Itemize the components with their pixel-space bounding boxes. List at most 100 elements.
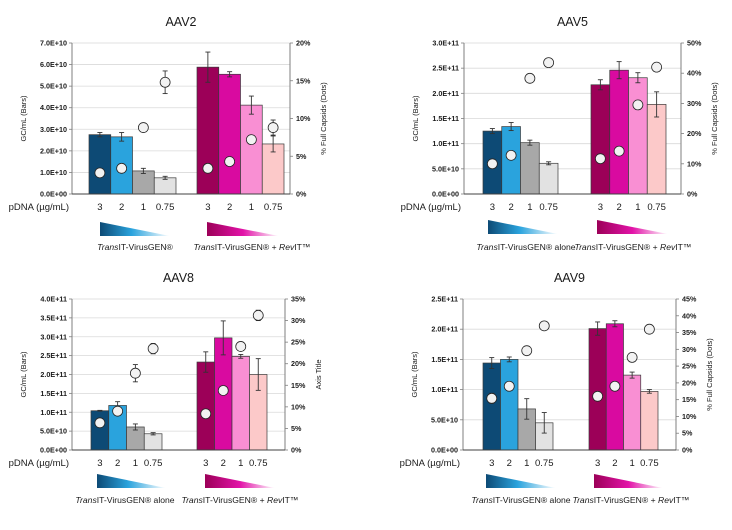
y2-axis-title: % Full Capsids (Dots) (319, 82, 328, 155)
bar (590, 84, 611, 195)
dose-gradient-triangle (207, 222, 279, 236)
x-category-label: 3 (489, 458, 494, 469)
bar (482, 362, 501, 451)
legend-text-part: IT™ (675, 242, 691, 252)
x-category-label: 3 (97, 202, 102, 213)
legend-text-part: IT-VirusGEN® (118, 242, 173, 252)
legend-italic-part: Trans (193, 242, 215, 252)
x-category-label: 1 (141, 202, 146, 213)
full-capsid-dot (252, 309, 264, 321)
legend-text-part: IT-VirusGEN® + (596, 242, 660, 252)
y2-tick-label: 20% (296, 39, 311, 48)
legend-italic-part: Rev (267, 495, 283, 505)
x-category-label: 2 (221, 458, 226, 469)
bar (218, 73, 241, 195)
y2-tick-label: 10% (291, 402, 306, 411)
bar (231, 356, 250, 451)
group-legend-label: TransIT-VirusGEN® alone (75, 495, 174, 505)
bar (628, 77, 648, 195)
legend-italic-part: Trans (572, 495, 594, 505)
y-tick-label: 3.0E+11 (40, 332, 67, 341)
x-category-label: 1 (635, 202, 640, 213)
x-category-label: 2 (115, 458, 120, 469)
bar-group-transit-revit: 3 2 1 0.75 TransIT-VirusGEN® + RevIT™ (193, 51, 311, 252)
y-tick-label: 2.0E+10 (40, 146, 67, 155)
y2-tick-label: 35% (682, 328, 697, 337)
y2-tick-label: 20% (687, 129, 702, 138)
full-capsid-dot (159, 76, 171, 88)
y-tick-label: 2.0E+11 (432, 89, 459, 98)
legend-text-part: IT-VirusGEN® + (594, 495, 658, 505)
bar (640, 391, 659, 451)
y2-tick-label: 15% (296, 76, 311, 85)
x-category-label: 2 (227, 202, 232, 213)
full-capsid-dot (137, 122, 149, 133)
y-tick-label: 1.0E+11 (431, 385, 458, 394)
y2-tick-label: 0% (291, 446, 302, 455)
y-axis-title: GC/mL (Bars) (410, 351, 419, 397)
x-category-label: 3 (598, 202, 603, 213)
y-tick-label: 1.0E+11 (40, 408, 67, 417)
x-category-label: 1 (249, 202, 254, 213)
y-tick-label: 6.0E+10 (40, 60, 67, 69)
full-capsid-dot (643, 323, 655, 335)
full-capsid-dot (521, 345, 533, 357)
group-legend-label: TransIT-VirusGEN® alone (476, 242, 575, 252)
bar (623, 374, 642, 451)
bar (132, 170, 155, 195)
x-axis-title: pDNA (µg/mL) (401, 202, 461, 213)
x-category-label: 0.75 (144, 458, 163, 469)
x-category-label: 0.75 (647, 202, 666, 213)
group-legend-label: TransIT-VirusGEN® + RevIT™ (181, 495, 298, 505)
x-category-label: 0.75 (640, 458, 659, 469)
chart-title: AAV2 (165, 15, 196, 29)
dose-gradient-triangle (488, 220, 558, 234)
y-tick-label: 3.5E+11 (40, 313, 67, 322)
bar (500, 359, 519, 451)
y2-tick-label: 20% (682, 378, 697, 387)
full-capsid-dot (505, 149, 517, 161)
group-legend-label: TransIT-VirusGEN® + RevIT™ (572, 495, 689, 505)
full-capsid-dot (524, 72, 536, 84)
legend-text-part: IT-VirusGEN® + (203, 495, 267, 505)
dose-gradient-triangle (486, 474, 556, 488)
y2-axis-title: Axis Title (314, 359, 323, 389)
legend-italic-part: Rev (279, 242, 295, 252)
bar (153, 177, 177, 195)
y-tick-label: 1.5E+11 (40, 389, 67, 398)
y2-axis-title: % Full Capsids (Dots) (710, 82, 719, 155)
y2-tick-label: 30% (687, 99, 702, 108)
bar (609, 69, 629, 195)
y2-tick-label: 5% (682, 429, 693, 438)
y-tick-label: 3.0E+10 (40, 125, 67, 134)
full-capsid-dot (609, 380, 621, 392)
x-category-label: 1 (629, 458, 634, 469)
bar-group-transit-revit: 3 2 1 0.75 TransIT-VirusGEN® + RevIT™ (572, 320, 690, 505)
y2-tick-label: 5% (296, 152, 307, 161)
full-capsid-dot (543, 57, 555, 69)
x-category-label: 0.75 (156, 202, 175, 213)
x-category-label: 3 (205, 202, 210, 213)
legend-italic-part: Trans (471, 495, 493, 505)
y2-tick-label: 30% (682, 345, 697, 354)
bar (240, 104, 263, 195)
y-tick-label: 1.5E+11 (432, 114, 459, 123)
full-capsid-dot (486, 158, 498, 170)
bar (88, 134, 112, 195)
x-category-label: 3 (97, 458, 102, 469)
y2-tick-label: 25% (682, 362, 697, 371)
full-capsid-dot (235, 341, 247, 352)
y2-tick-label: 5% (291, 424, 302, 433)
y-tick-label: 2.5E+11 (432, 64, 459, 73)
x-category-label: 3 (203, 458, 208, 469)
y-tick-label: 4.0E+11 (40, 295, 67, 304)
x-category-label: 0.75 (249, 458, 268, 469)
y-tick-label: 2.0E+11 (40, 370, 67, 379)
legend-italic-part: Trans (181, 495, 203, 505)
bar (143, 433, 163, 451)
x-category-label: 3 (490, 202, 495, 213)
y-tick-label: 0.0E+00 (431, 446, 458, 455)
chart-title: AAV5 (557, 15, 588, 29)
